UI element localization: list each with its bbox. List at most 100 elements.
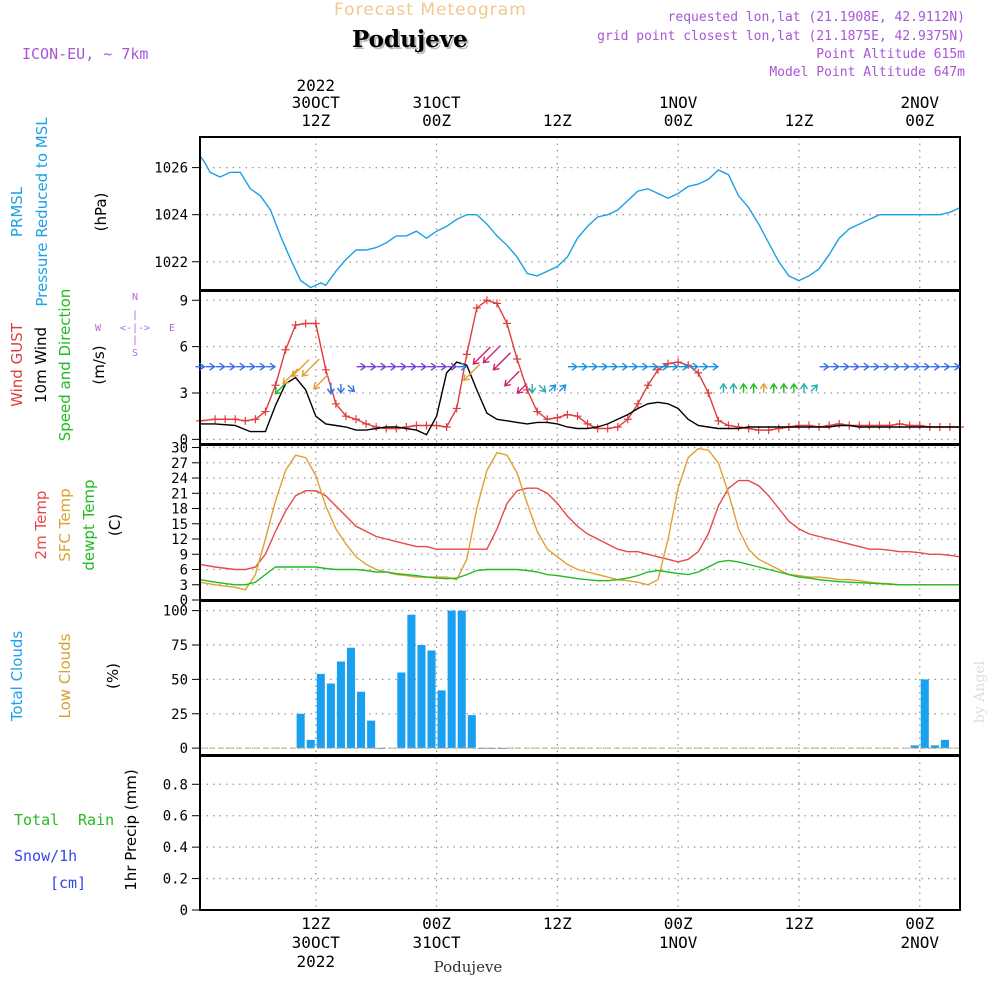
y-tick-label: 3	[180, 386, 188, 402]
gust-marker	[694, 368, 703, 377]
y-tick-label: 6	[180, 563, 188, 579]
y-tick-label: 75	[171, 638, 188, 654]
gust-marker	[281, 345, 290, 354]
gust-marker	[492, 299, 501, 308]
cloud-bar	[417, 645, 426, 749]
wind-direction-arrow	[810, 384, 819, 393]
gust-marker	[674, 358, 683, 367]
wind-direction-arrow	[910, 362, 921, 371]
wind-direction-arrow	[930, 362, 941, 371]
gust-marker	[321, 365, 330, 374]
panel-label-temp: 2m Temp	[32, 491, 50, 560]
gust-marker	[331, 399, 340, 408]
gust-marker	[422, 421, 431, 430]
gust-marker	[734, 423, 743, 431]
wind-direction-arrow	[719, 382, 728, 393]
top-hour-label: 12Z	[784, 111, 813, 130]
cloud-bar	[940, 739, 949, 749]
gust-marker	[251, 415, 260, 424]
gust-marker	[231, 415, 240, 424]
panel-label-temp: dewpt Temp	[80, 479, 98, 570]
panel-label-clouds: (%)	[104, 663, 122, 689]
wind-direction-arrow	[658, 362, 669, 371]
wind-direction-arrow	[347, 384, 356, 393]
panel-frame	[199, 600, 961, 756]
compass-north: N	[132, 292, 138, 303]
panel-label-pressure: Pressure Reduced to MSL	[33, 117, 51, 307]
top-hour-label: 12Z	[543, 111, 572, 130]
gust-marker	[583, 419, 592, 428]
cloud-bar	[306, 739, 315, 749]
wind-direction-arrow	[708, 362, 720, 371]
compass-south-bar: |	[132, 335, 138, 346]
wind-direction-arrow	[729, 382, 738, 393]
y-tick-label: 27	[171, 456, 188, 472]
top-hour-label: 00Z	[664, 111, 693, 130]
wind-direction-arrow	[245, 362, 257, 371]
gust-marker	[623, 415, 632, 424]
wind-direction-arrow	[406, 362, 418, 371]
wind-direction-arrow	[492, 352, 512, 371]
y-tick-label: 50	[171, 672, 188, 688]
y-tick-label: 0	[180, 432, 188, 448]
bottom-date-label: 30OCT	[292, 933, 341, 952]
prmsl-series-line	[199, 155, 961, 289]
watermark-signature: by Angel	[972, 660, 988, 723]
cloud-bar	[336, 661, 345, 749]
gust-marker	[744, 424, 753, 433]
wind-direction-arrow	[548, 384, 557, 393]
panel-label-wind: Wind GUST	[8, 322, 26, 407]
wind-direction-arrow	[416, 362, 428, 371]
wind-direction-arrow	[274, 382, 287, 395]
top-date-label: 31OCT	[412, 93, 461, 112]
gust-marker	[533, 407, 542, 416]
top-hour-label: 00Z	[905, 111, 934, 130]
header-grid-point: grid point closest lon,lat (21.1875E, 42…	[597, 29, 965, 44]
cloud-bar	[296, 713, 305, 749]
wind-direction-arrow	[698, 362, 710, 371]
bottom-hour-label: 00Z	[422, 914, 451, 933]
compass-north-bar: |	[132, 310, 138, 321]
wind-direction-arrow	[618, 362, 629, 371]
wind-direction-arrow	[225, 362, 236, 371]
y-tick-label: 0.6	[163, 809, 188, 825]
wind-direction-arrow	[739, 382, 748, 393]
gust-marker	[452, 404, 461, 413]
wind-direction-arrow	[799, 382, 809, 393]
y-tick-label: 1024	[154, 208, 188, 224]
precip-legend-snow-unit: [cm]	[50, 874, 86, 892]
gust-marker	[392, 424, 401, 433]
wind-direction-arrow	[608, 362, 619, 371]
y-tick-label: 0.2	[163, 872, 188, 888]
wind-direction-arrow	[265, 362, 277, 371]
y-tick-label: 21	[171, 486, 188, 502]
bottom-date-label: 2NOV	[900, 933, 939, 952]
panel-label-pressure: PRMSL	[8, 186, 26, 237]
header-model: ICON-EU, ~ 7km	[22, 45, 149, 63]
y-tick-label: 100	[163, 604, 188, 620]
wind-direction-arrow	[366, 362, 377, 371]
y-tick-label: 12	[171, 532, 188, 548]
cloud-bar	[437, 690, 446, 749]
cloud-bar	[357, 691, 366, 749]
gust-marker	[915, 421, 924, 430]
y-tick-label: 3	[180, 578, 188, 594]
gust-marker	[553, 413, 562, 422]
gust-marker	[835, 419, 844, 428]
wind-direction-arrow	[859, 362, 871, 371]
panel-frame	[199, 136, 961, 291]
bottom-hour-label: 00Z	[905, 914, 934, 933]
panel-label-wind: (m/s)	[90, 345, 108, 384]
y-tick-label: 0	[180, 593, 188, 609]
gust-marker	[261, 407, 270, 416]
panel-label-pressure: (hPa)	[92, 193, 110, 232]
panel-label-clouds: Low Clouds	[56, 633, 74, 718]
cloud-bar	[346, 647, 356, 749]
footer-location: Podujeve	[434, 958, 503, 976]
gust-marker	[472, 304, 481, 312]
gust-marker	[442, 423, 451, 431]
wind-direction-arrow	[538, 384, 547, 393]
top-date-label: 2NOV	[900, 93, 939, 112]
wind-direction-arrow	[678, 362, 689, 371]
